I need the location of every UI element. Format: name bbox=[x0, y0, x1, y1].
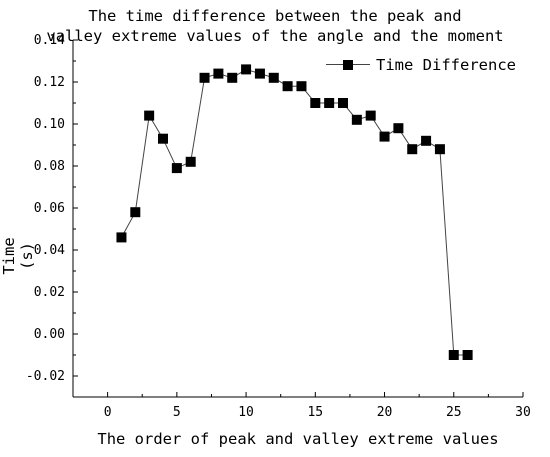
series-layer bbox=[116, 64, 473, 360]
data-point bbox=[116, 232, 127, 243]
data-point bbox=[351, 114, 362, 125]
data-point bbox=[365, 110, 376, 121]
data-point bbox=[185, 156, 196, 167]
x-tick-label: 20 bbox=[377, 405, 393, 420]
x-tick-label: 0 bbox=[104, 405, 112, 420]
data-point bbox=[462, 350, 473, 360]
data-point bbox=[324, 98, 335, 108]
data-point bbox=[296, 81, 307, 92]
series-line bbox=[121, 68, 468, 356]
chart-title-line-1: The time difference between the peak and bbox=[88, 7, 462, 25]
y-tick-label: 0.00 bbox=[34, 327, 65, 342]
x-tick-label: 25 bbox=[446, 405, 462, 420]
data-point bbox=[282, 81, 293, 92]
data-point bbox=[310, 98, 321, 108]
y-axis-label: Time (s) bbox=[0, 237, 36, 275]
data-point bbox=[448, 350, 459, 360]
data-point bbox=[213, 68, 224, 79]
data-point bbox=[379, 131, 390, 142]
data-point bbox=[434, 144, 445, 155]
x-axis-label: The order of peak and valley extreme val… bbox=[97, 430, 499, 448]
data-point bbox=[407, 144, 418, 155]
data-point bbox=[130, 207, 141, 218]
x-tick-label: 15 bbox=[307, 405, 323, 420]
x-tick-label: 10 bbox=[238, 405, 254, 420]
y-tick-label: 0.12 bbox=[34, 75, 65, 90]
y-tick-label: 0.06 bbox=[34, 201, 65, 216]
data-point bbox=[227, 72, 238, 83]
y-tick-label: 0.02 bbox=[34, 285, 65, 300]
data-point bbox=[158, 133, 168, 144]
data-point bbox=[144, 110, 155, 121]
x-tick-label: 30 bbox=[515, 405, 531, 420]
axes: -0.02 0.00 0.02 0.04 0.06 0.08 0.10 0.12 0.14 0 5 1… bbox=[26, 33, 531, 420]
y-tick-label: 0.04 bbox=[34, 243, 65, 258]
y-tick-label: 0.08 bbox=[34, 159, 65, 174]
data-point bbox=[241, 64, 252, 75]
chart-title-line-2: valley extreme values of the angle and t… bbox=[46, 27, 504, 45]
legend-square-marker-icon bbox=[326, 59, 370, 71]
x-tick-label: 5 bbox=[173, 405, 181, 420]
data-point bbox=[254, 68, 265, 79]
data-point bbox=[268, 72, 279, 83]
y-tick-label: -0.02 bbox=[26, 369, 65, 384]
data-point bbox=[393, 123, 404, 134]
y-tick-label: 0.10 bbox=[34, 117, 65, 132]
data-point bbox=[421, 135, 432, 146]
legend: Time Difference bbox=[326, 56, 516, 74]
data-point bbox=[338, 98, 348, 108]
data-point bbox=[199, 72, 210, 83]
y-tick-label: 0.14 bbox=[34, 33, 65, 48]
legend-label: Time Difference bbox=[376, 56, 516, 74]
data-point bbox=[171, 163, 182, 174]
